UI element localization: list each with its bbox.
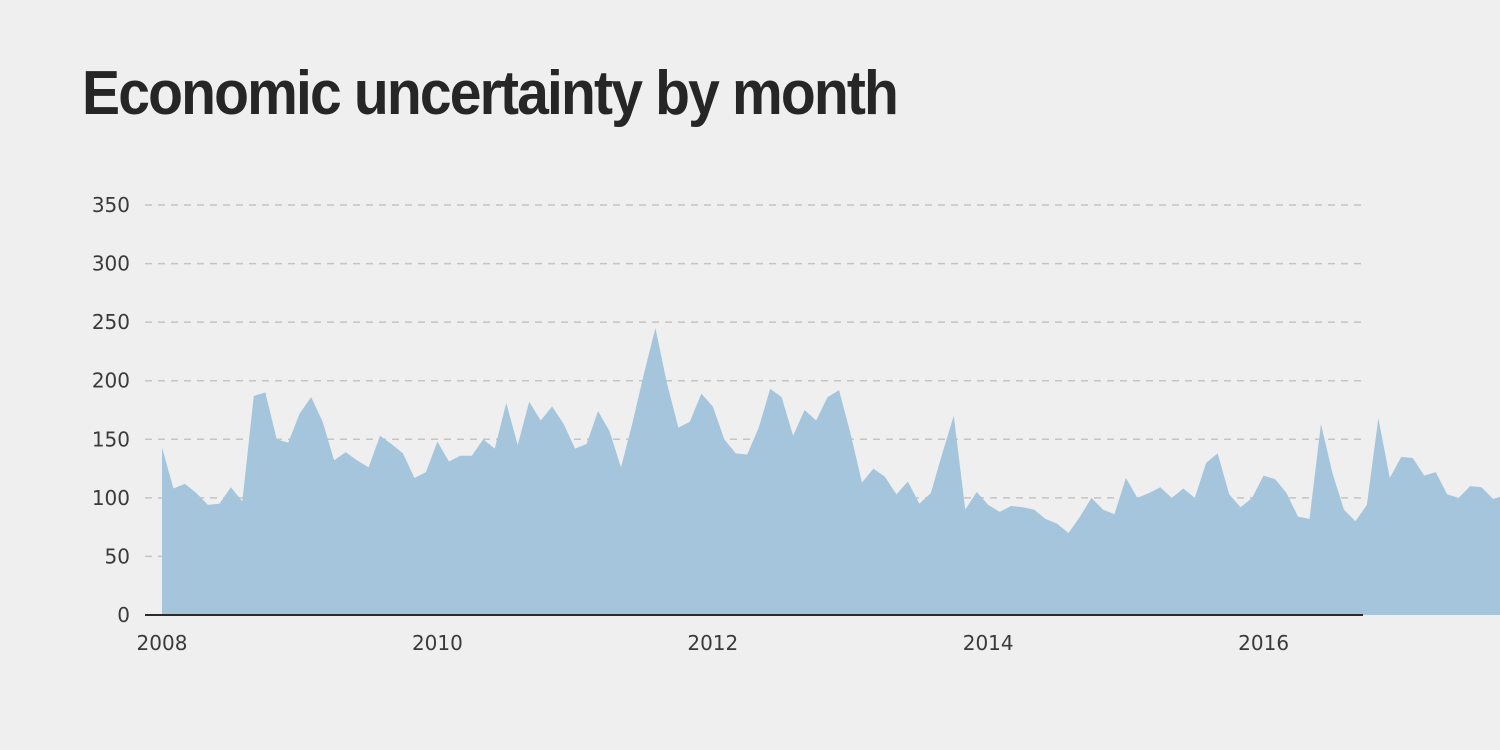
axes: 0 50 100 150 200 250 300 350 2008 2010 2012 2014 201… bbox=[92, 193, 1363, 655]
y-tick-label: 350 bbox=[92, 193, 130, 217]
y-tick-label: 150 bbox=[92, 427, 130, 451]
page-title: Economic uncertainty by month bbox=[82, 59, 899, 128]
x-tick-label: 2014 bbox=[963, 631, 1014, 655]
y-tick-label: 300 bbox=[92, 252, 130, 276]
y-tick-label: 50 bbox=[105, 544, 130, 568]
series-area bbox=[162, 328, 1500, 615]
y-tick-label: 0 bbox=[117, 603, 130, 627]
y-tick-label: 200 bbox=[92, 369, 130, 393]
x-tick-label: 2012 bbox=[687, 631, 738, 655]
x-tick-label: 2008 bbox=[137, 631, 188, 655]
y-tick-label: 100 bbox=[92, 486, 130, 510]
x-tick-label: 2010 bbox=[412, 631, 463, 655]
plot-area bbox=[162, 328, 1500, 615]
x-tick-label: 2016 bbox=[1238, 631, 1289, 655]
y-tick-label: 250 bbox=[92, 310, 130, 334]
